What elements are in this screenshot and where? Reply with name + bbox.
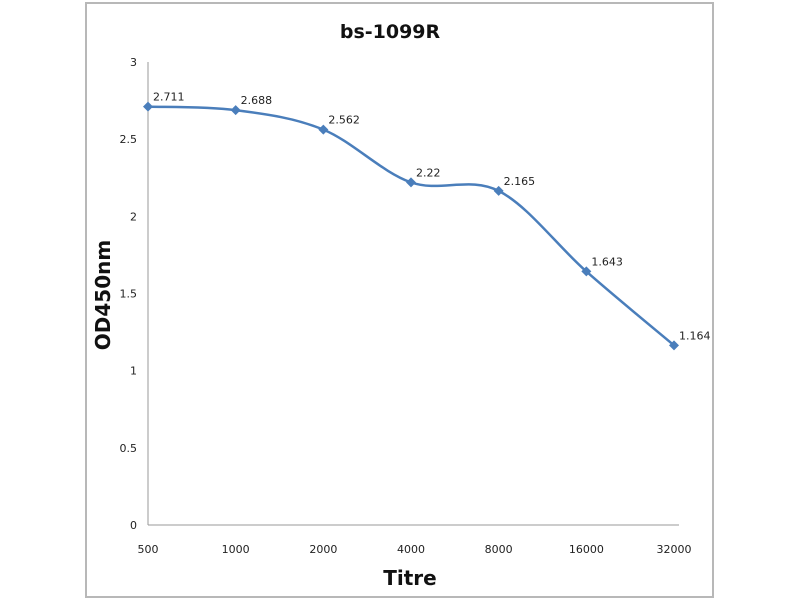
x-tick-label: 1000 — [222, 543, 250, 556]
y-tick-label: 3 — [130, 56, 137, 69]
data-label: 2.22 — [416, 166, 441, 179]
x-tick-label: 2000 — [309, 543, 337, 556]
data-label: 2.562 — [328, 114, 360, 127]
data-point-marker — [230, 105, 241, 116]
chart-border — [85, 2, 714, 598]
y-tick-label: 1.5 — [120, 288, 138, 301]
y-tick-label: 1 — [130, 365, 137, 378]
data-label: 1.164 — [679, 329, 711, 342]
data-label: 2.711 — [153, 91, 185, 104]
data-label: 1.643 — [591, 255, 623, 268]
chart-title: bs-1099R — [340, 21, 441, 43]
y-tick-label: 0.5 — [120, 442, 138, 455]
y-axis-title: OD450nm — [91, 240, 115, 350]
data-point-marker — [318, 124, 329, 135]
x-tick-label: 500 — [138, 543, 159, 556]
data-point-marker — [581, 266, 592, 277]
data-label: 2.165 — [504, 175, 535, 188]
x-tick-label: 4000 — [397, 543, 425, 556]
data-label: 2.688 — [241, 94, 273, 107]
x-tick-label: 32000 — [657, 543, 692, 556]
x-tick-label: 8000 — [485, 543, 513, 556]
data-point-marker — [143, 101, 153, 112]
y-tick-label: 2 — [130, 210, 137, 223]
data-point-marker — [669, 340, 679, 351]
data-point-marker — [493, 185, 504, 196]
y-tick-label: 0 — [130, 519, 137, 532]
data-point-marker — [406, 177, 416, 188]
x-tick-label: 16000 — [569, 543, 604, 556]
y-tick-label: 2.5 — [120, 133, 138, 146]
x-axis-title: Titre — [383, 566, 437, 590]
